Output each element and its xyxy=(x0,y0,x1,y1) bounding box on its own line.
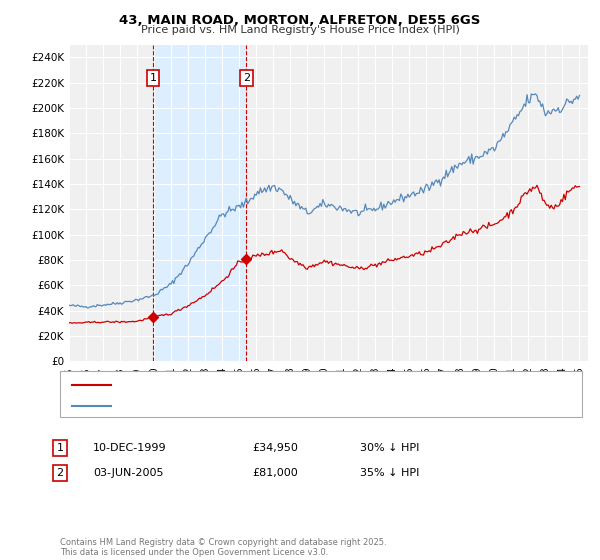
Text: 2: 2 xyxy=(56,468,64,478)
Text: 10-DEC-1999: 10-DEC-1999 xyxy=(93,443,167,453)
Text: £81,000: £81,000 xyxy=(252,468,298,478)
Text: Contains HM Land Registry data © Crown copyright and database right 2025.
This d: Contains HM Land Registry data © Crown c… xyxy=(60,538,386,557)
Text: 03-JUN-2005: 03-JUN-2005 xyxy=(93,468,163,478)
Text: HPI: Average price, semi-detached house, North East Derbyshire: HPI: Average price, semi-detached house,… xyxy=(117,401,454,410)
Bar xyxy=(153,45,247,361)
Text: £34,950: £34,950 xyxy=(252,443,298,453)
Text: 43, MAIN ROAD, MORTON, ALFRETON, DE55 6GS (semi-detached house): 43, MAIN ROAD, MORTON, ALFRETON, DE55 6G… xyxy=(117,380,493,390)
Text: 2: 2 xyxy=(243,73,250,83)
Text: Price paid vs. HM Land Registry's House Price Index (HPI): Price paid vs. HM Land Registry's House … xyxy=(140,25,460,35)
Text: 1: 1 xyxy=(56,443,64,453)
Text: 35% ↓ HPI: 35% ↓ HPI xyxy=(360,468,419,478)
Text: 30% ↓ HPI: 30% ↓ HPI xyxy=(360,443,419,453)
Text: 43, MAIN ROAD, MORTON, ALFRETON, DE55 6GS: 43, MAIN ROAD, MORTON, ALFRETON, DE55 6G… xyxy=(119,14,481,27)
Text: 1: 1 xyxy=(149,73,157,83)
